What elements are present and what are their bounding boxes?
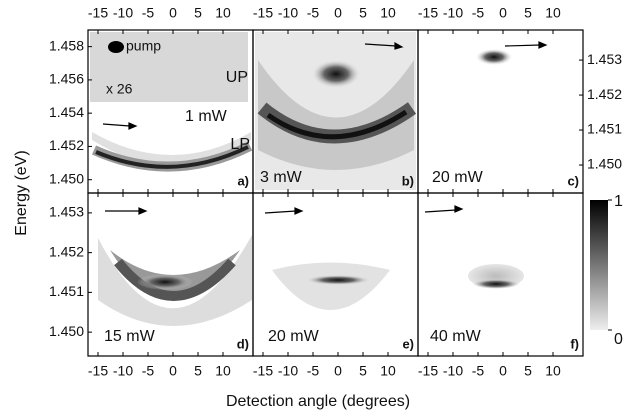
x-tick-label: 10 [215, 5, 231, 21]
panel-label: f) [570, 336, 579, 351]
x-tick-label: -15 [418, 5, 438, 21]
x-tick-label: 10 [380, 5, 396, 21]
x-tick-label: 5 [524, 363, 532, 379]
x-tick-label: -10 [443, 363, 463, 379]
panel-label: e) [402, 336, 414, 351]
x-tick-label: -15 [253, 5, 273, 21]
y-tick-label: 1.456 [49, 71, 84, 87]
annotation: x 26 [106, 81, 133, 97]
power-label: 3 mW [260, 169, 303, 186]
colorbar-tick-label: 0 [614, 331, 623, 348]
y-tick-label: 1.458 [49, 37, 84, 53]
power-label: 40 mW [430, 328, 482, 345]
x-tick-label: -15 [88, 363, 108, 379]
power-label: 15 mW [104, 328, 156, 345]
x-tick-label: -15 [88, 5, 108, 21]
y-tick-label: 1.453 [587, 51, 622, 67]
y-tick-label: 1.452 [587, 86, 622, 102]
x-tick-label: 0 [169, 5, 177, 21]
y-axis-label: Energy (eV) [13, 150, 30, 235]
colorbar [590, 200, 608, 330]
x-tick-label: 10 [380, 363, 396, 379]
x-tick-label: -5 [142, 5, 155, 21]
x-tick-label: -15 [253, 363, 273, 379]
power-label: 20 mW [268, 328, 320, 345]
x-tick-label: 0 [169, 363, 177, 379]
x-tick-label: 5 [194, 5, 202, 21]
x-tick-label: 10 [545, 5, 561, 21]
y-tick-label: 1.450 [49, 170, 84, 186]
panel-label: c) [567, 173, 579, 188]
x-axis-label: Detection angle (degrees) [226, 393, 410, 410]
x-tick-label: 5 [524, 5, 532, 21]
x-tick-label: -10 [113, 5, 133, 21]
x-tick-label: -10 [278, 5, 298, 21]
annotation: UP [226, 69, 248, 86]
y-tick-label: 1.453 [49, 204, 84, 220]
y-tick-label: 1.451 [587, 121, 622, 137]
y-tick-label: 1.451 [49, 283, 84, 299]
x-tick-label: -5 [472, 363, 485, 379]
x-tick-label: 10 [215, 363, 231, 379]
x-tick-label: -10 [278, 363, 298, 379]
panel-label: b) [402, 173, 414, 188]
y-tick-label: 1.450 [49, 323, 84, 339]
x-tick-label: -10 [113, 363, 133, 379]
y-tick-label: 1.452 [49, 243, 84, 259]
x-tick-label: 0 [334, 363, 342, 379]
x-tick-label: 0 [334, 5, 342, 21]
x-tick-label: -5 [472, 5, 485, 21]
x-tick-label: 0 [499, 5, 507, 21]
x-tick-label: 5 [359, 5, 367, 21]
x-tick-label: 5 [359, 363, 367, 379]
panel-label: a) [237, 173, 249, 188]
x-tick-label: -5 [307, 5, 320, 21]
annotation: pump [126, 38, 161, 54]
panel-label: d) [237, 336, 249, 351]
intensity-maps [90, 32, 548, 326]
y-tick-label: 1.450 [587, 156, 622, 172]
x-tick-label: -5 [307, 363, 320, 379]
power-label: 1 mW [185, 108, 228, 125]
x-tick-label: 5 [194, 363, 202, 379]
x-tick-label: -5 [142, 363, 155, 379]
x-tick-label: 10 [545, 363, 561, 379]
colorbar-tick-label: 1 [614, 193, 623, 210]
power-label: 20 mW [432, 169, 484, 186]
x-tick-label: -15 [418, 363, 438, 379]
x-tick-label: 0 [499, 363, 507, 379]
y-tick-label: 1.454 [49, 104, 84, 120]
panel-frame [417, 192, 584, 357]
y-tick-label: 1.452 [49, 137, 84, 153]
x-tick-label: -10 [443, 5, 463, 21]
annotation: LP [230, 136, 250, 153]
